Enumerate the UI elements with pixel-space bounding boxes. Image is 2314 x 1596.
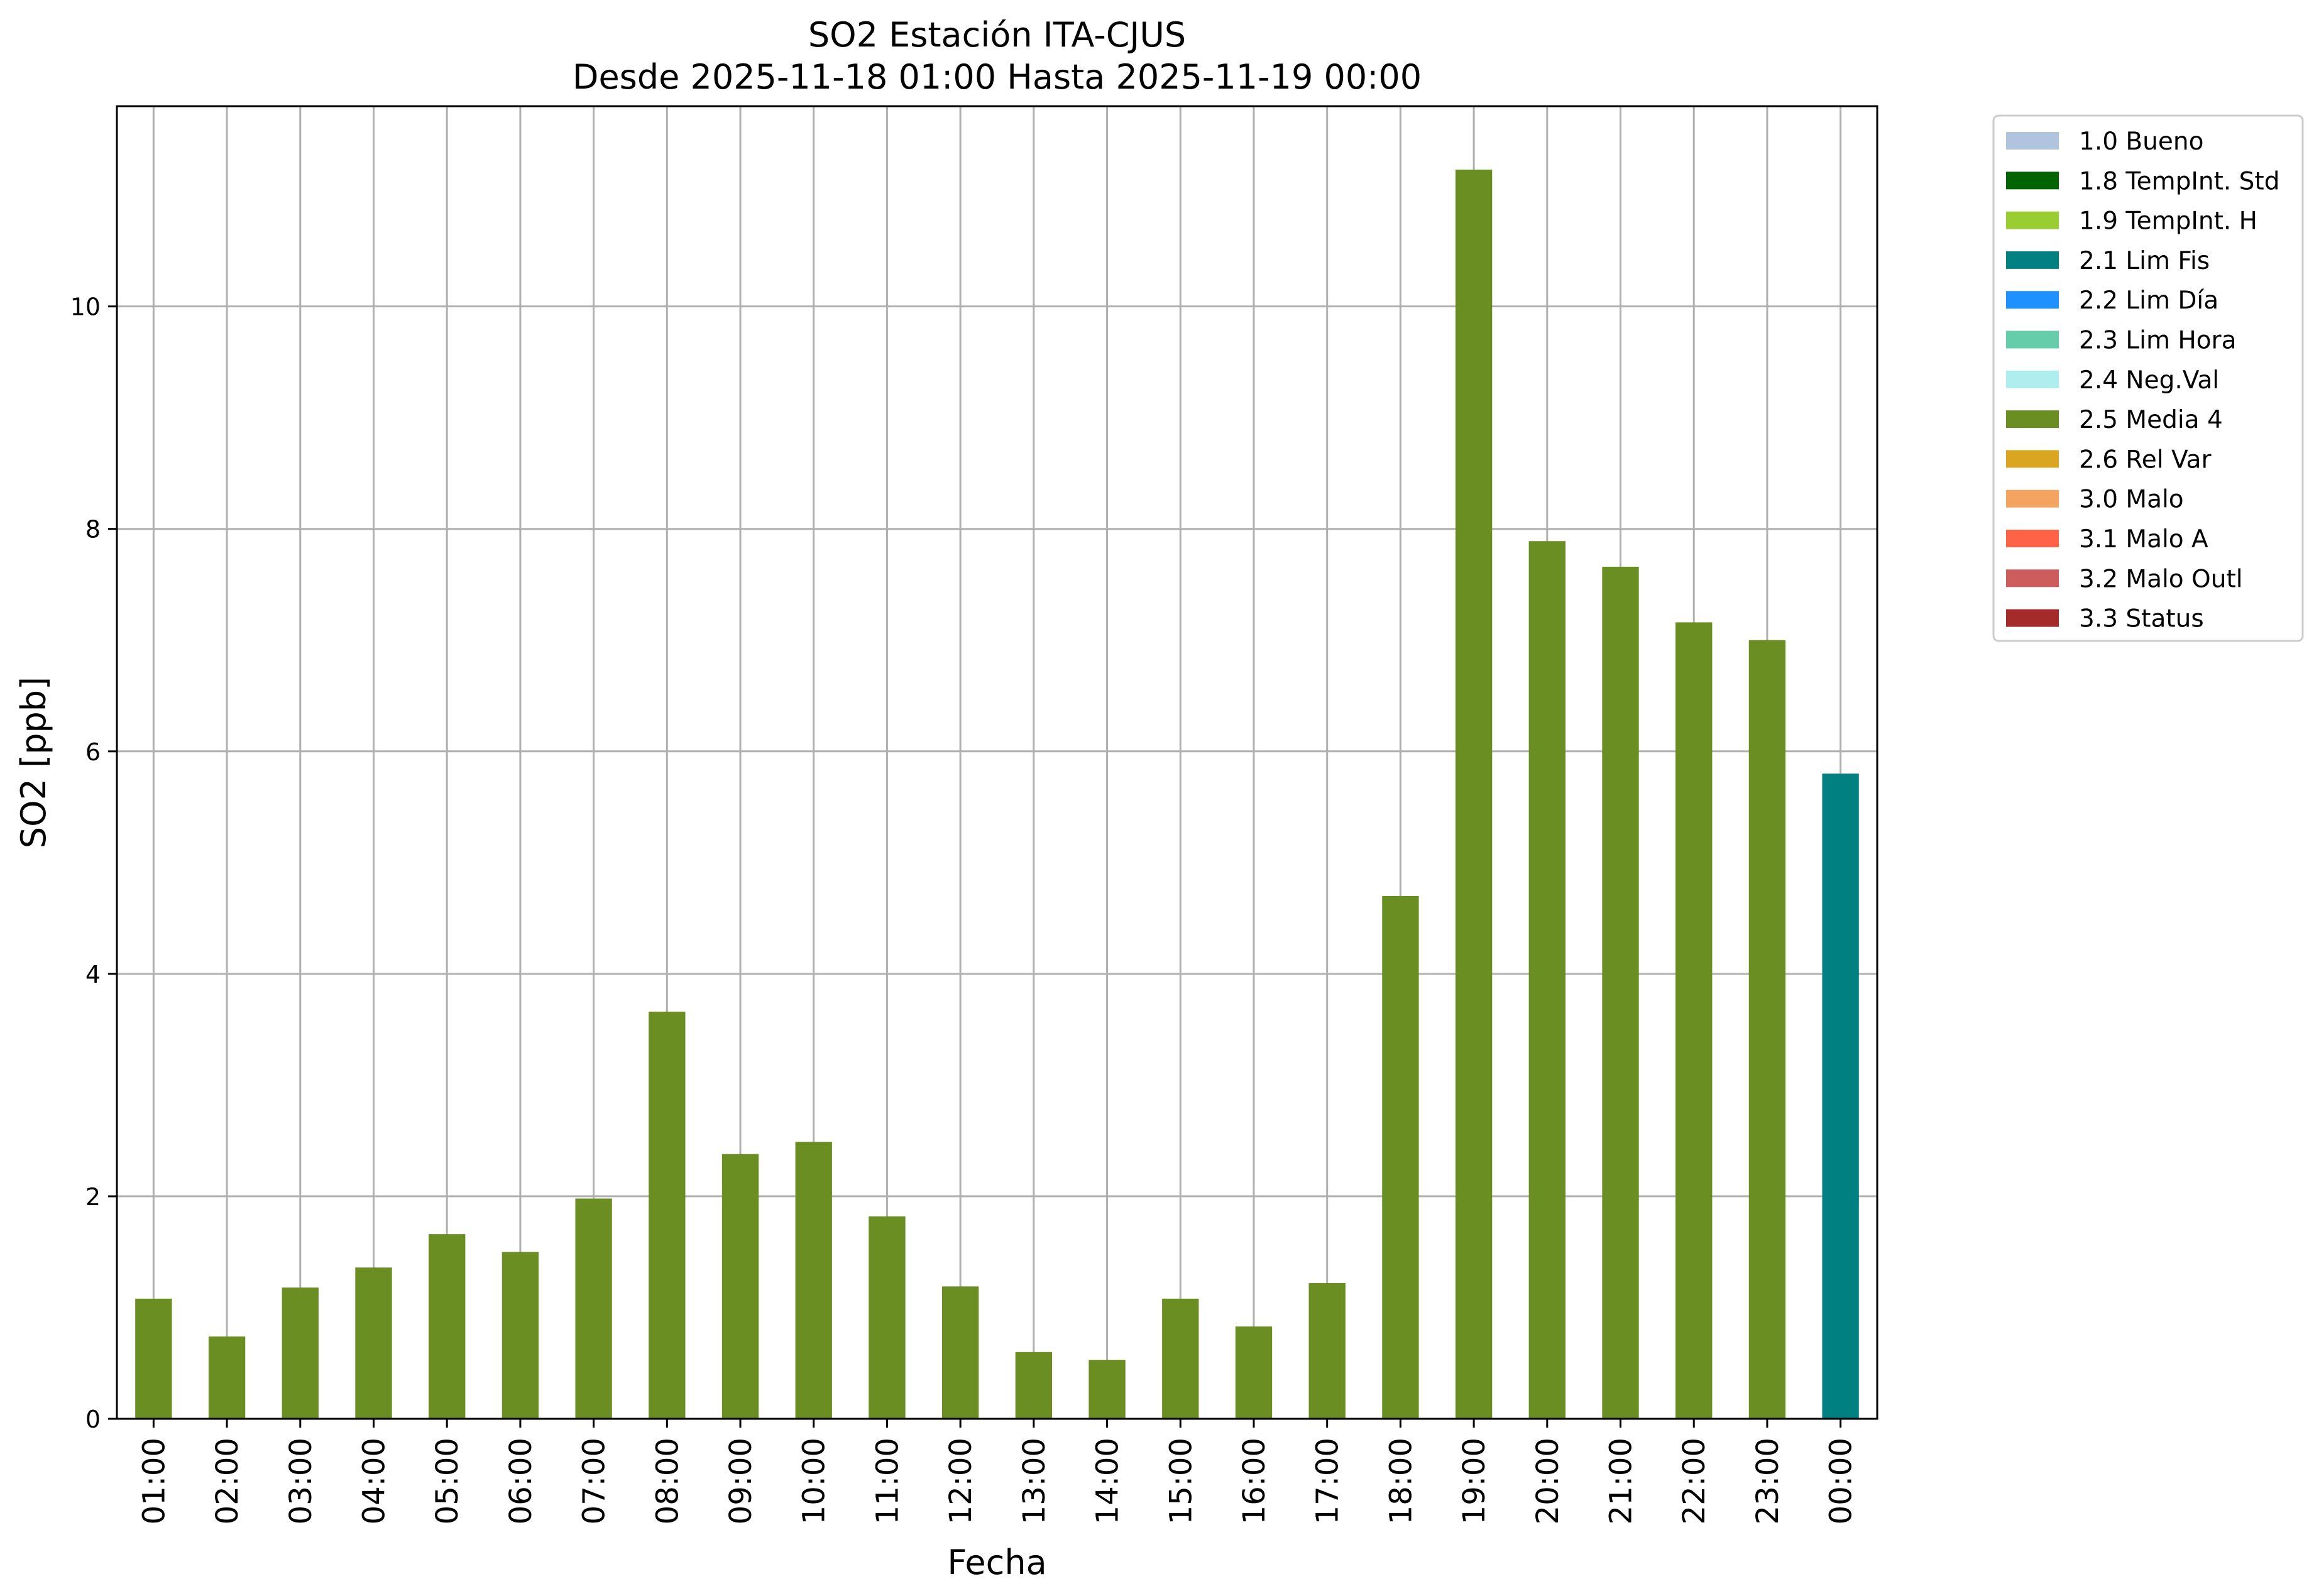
y-ticks: 0 2 4 6 8 10: [70, 293, 117, 1433]
x-ticks: 01:00 02:00 03:00 04:00 05:00 06:00 07:00 08:00…: [136, 1419, 1859, 1524]
chart-subtitle: Desde 2025-11-18 01:00 Hasta 2025-11-19 …: [573, 57, 1422, 97]
legend-box: [1992, 114, 2304, 642]
x-tick-label: 15:00: [1163, 1438, 1198, 1524]
legend-swatch: [2006, 609, 2059, 627]
y-tick-label: 8: [85, 516, 101, 544]
bar-0500: [429, 1234, 466, 1419]
bar-1000: [795, 1142, 832, 1419]
x-tick-label: 12:00: [943, 1438, 979, 1524]
legend-swatch: [2006, 450, 2059, 468]
bar-0400: [355, 1267, 392, 1419]
legend-items: 1.0 Bueno 1.8 TempInt. Std 1.9 TempInt. H 2…: [2006, 128, 2279, 633]
legend-swatch: [2006, 172, 2059, 190]
x-tick-label: 22:00: [1677, 1438, 1712, 1524]
legend-swatch: [2006, 291, 2059, 309]
bar-1300: [1015, 1352, 1053, 1419]
x-tick-label: 06:00: [503, 1438, 539, 1524]
bars: [135, 169, 1859, 1419]
x-tick-label: 05:00: [430, 1438, 465, 1524]
legend-label: 3.1 Malo A: [2079, 525, 2208, 554]
bar-1900: [1455, 169, 1493, 1419]
bar-2200: [1675, 622, 1713, 1419]
bar-0700: [575, 1198, 612, 1419]
bar-0200: [208, 1336, 246, 1419]
legend-label: 1.0 Bueno: [2079, 128, 2203, 156]
legend-swatch: [2006, 569, 2059, 588]
legend-swatch: [2006, 489, 2059, 508]
legend-label: 3.2 Malo Outl: [2079, 565, 2243, 593]
x-tick-label: 04:00: [356, 1438, 392, 1524]
chart-title: SO2 Estación ITA-CJUS: [808, 15, 1186, 55]
bar-2000: [1528, 541, 1566, 1419]
legend: 1.0 Bueno 1.8 TempInt. Std 1.9 TempInt. H 2…: [1992, 114, 2304, 642]
x-tick-label: 11:00: [870, 1438, 905, 1524]
x-tick-label: 02:00: [210, 1438, 245, 1524]
legend-swatch: [2006, 410, 2059, 429]
x-tick-label: 23:00: [1750, 1438, 1785, 1524]
bar-1200: [941, 1286, 979, 1419]
legend-label: 2.2 Lim Día: [2079, 287, 2218, 315]
bar-2100: [1602, 566, 1639, 1419]
legend-swatch: [2006, 530, 2059, 547]
legend-label: 2.4 Neg.Val: [2079, 366, 2219, 395]
bar-1600: [1235, 1326, 1273, 1419]
legend-label: 1.8 TempInt. Std: [2079, 167, 2279, 195]
bar-0300: [282, 1287, 319, 1419]
bar-0600: [502, 1252, 539, 1419]
x-tick-label: 00:00: [1824, 1438, 1859, 1524]
y-tick-label: 4: [85, 961, 101, 988]
bar-0800: [649, 1012, 686, 1419]
y-axis-label: SO2 [ppb]: [14, 677, 53, 848]
y-tick-label: 10: [70, 293, 101, 321]
legend-label: 3.0 Malo: [2079, 486, 2184, 514]
x-tick-label: 08:00: [650, 1438, 685, 1524]
x-tick-label: 13:00: [1017, 1438, 1052, 1524]
y-tick-label: 0: [85, 1406, 101, 1433]
bar-0900: [721, 1154, 759, 1419]
legend-label: 2.3 Lim Hora: [2079, 327, 2237, 355]
legend-swatch: [2006, 211, 2059, 229]
x-tick-label: 16:00: [1237, 1438, 1272, 1524]
bar-2300: [1748, 640, 1786, 1419]
bar-1700: [1308, 1283, 1346, 1419]
legend-label: 3.3 Status: [2079, 605, 2204, 633]
y-tick-label: 6: [85, 738, 101, 766]
x-tick-label: 17:00: [1310, 1438, 1346, 1524]
legend-label: 2.5 Media 4: [2079, 406, 2223, 434]
legend-label: 2.1 Lim Fis: [2079, 247, 2210, 275]
y-tick-label: 2: [85, 1183, 101, 1211]
legend-swatch: [2006, 132, 2059, 150]
bar-0000: [1822, 773, 1859, 1419]
x-tick-label: 18:00: [1383, 1438, 1418, 1524]
x-tick-label: 10:00: [797, 1438, 832, 1524]
x-tick-label: 21:00: [1604, 1438, 1639, 1524]
x-tick-label: 20:00: [1530, 1438, 1566, 1524]
x-tick-label: 07:00: [577, 1438, 612, 1524]
x-tick-label: 01:00: [136, 1438, 172, 1524]
bar-1100: [869, 1216, 906, 1419]
legend-swatch: [2006, 251, 2059, 269]
bar-0100: [135, 1298, 172, 1419]
x-tick-label: 09:00: [723, 1438, 759, 1524]
bar-1400: [1088, 1360, 1126, 1419]
bar-1800: [1382, 895, 1419, 1419]
x-axis-label: Fecha: [947, 1543, 1046, 1582]
legend-swatch: [2006, 331, 2059, 349]
x-tick-label: 19:00: [1457, 1438, 1492, 1524]
x-tick-label: 14:00: [1090, 1438, 1126, 1524]
x-tick-label: 03:00: [283, 1438, 319, 1524]
legend-label: 2.6 Rel Var: [2079, 445, 2212, 474]
legend-label: 1.9 TempInt. H: [2079, 207, 2257, 236]
legend-swatch: [2006, 370, 2059, 388]
plot-frame: [116, 105, 1878, 1420]
bar-1500: [1162, 1298, 1199, 1419]
